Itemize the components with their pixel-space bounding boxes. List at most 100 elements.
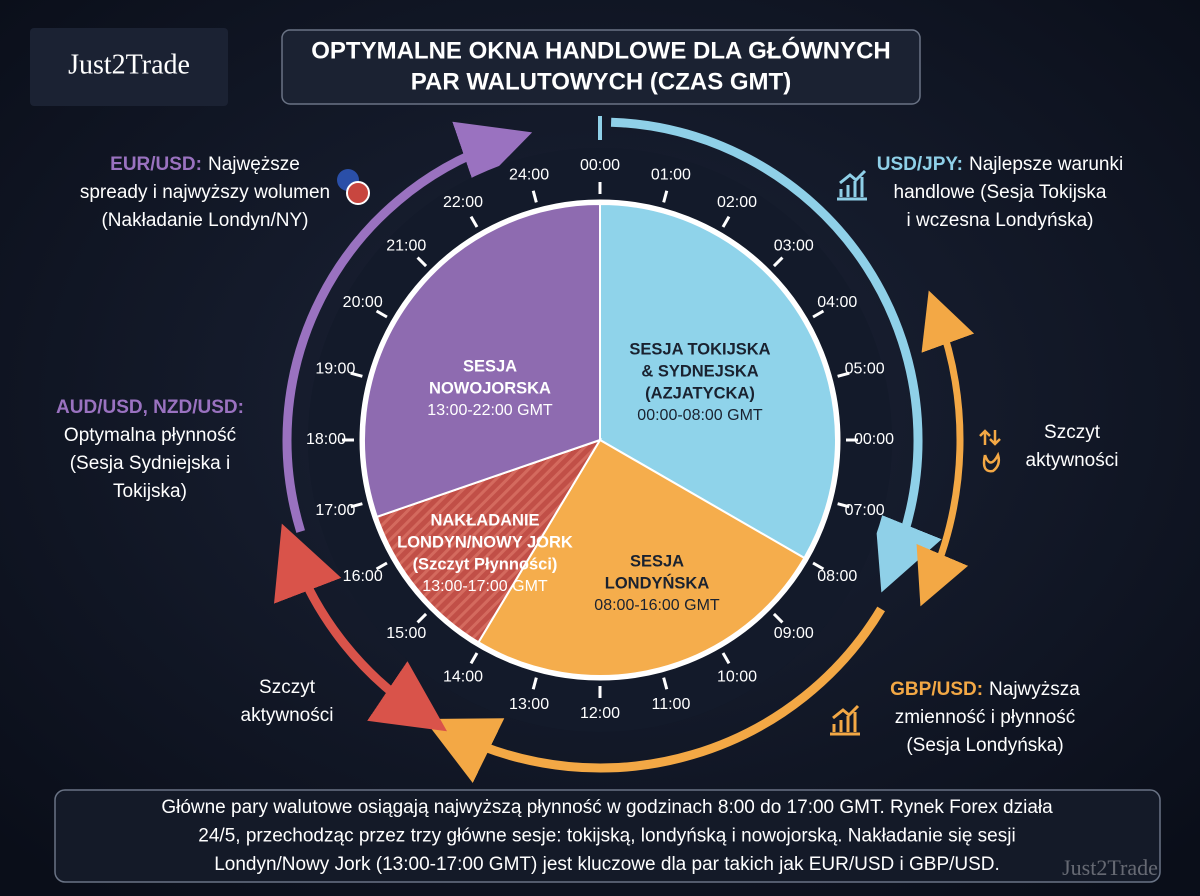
session-title: SESJA TOKIJSKA bbox=[629, 340, 770, 358]
hour-tick bbox=[837, 502, 850, 509]
pair-text: spready i najwyższy wolumen bbox=[80, 182, 330, 203]
footer-text: Londyn/Nowy Jork (13:00-17:00 GMT) jest … bbox=[214, 854, 1000, 875]
session-title: SESJA bbox=[630, 552, 684, 570]
hour-label: 20:00 bbox=[343, 294, 383, 311]
hour-label: 15:00 bbox=[386, 625, 426, 642]
peak-label: Szczyt bbox=[259, 677, 316, 698]
session-title: NOWOJORSKA bbox=[429, 379, 551, 397]
hour-tick bbox=[469, 215, 479, 228]
peak-label: aktywności bbox=[241, 705, 334, 726]
hour-tick bbox=[375, 561, 388, 571]
pair-line: USD/JPY: Najlepsze warunki bbox=[877, 154, 1123, 175]
pair-text: zmienność i płynność bbox=[895, 707, 1076, 728]
title: OPTYMALNE OKNA HANDLOWE DLA GŁÓWNYCH bbox=[311, 36, 891, 64]
hour-tick bbox=[837, 371, 850, 378]
hour-label: 24:00 bbox=[509, 167, 549, 184]
hour-label: 00:00 bbox=[854, 431, 894, 448]
hour-tick bbox=[531, 190, 538, 203]
hour-tick bbox=[812, 561, 825, 571]
pair-text: Tokijska) bbox=[113, 481, 187, 502]
session-title: NAKŁADANIE bbox=[430, 511, 539, 529]
hour-label: 01:00 bbox=[651, 167, 691, 184]
session-title: SESJA bbox=[463, 357, 517, 375]
hour-tick bbox=[721, 652, 731, 665]
pair-name: USD/JPY: bbox=[877, 154, 963, 175]
hour-label: 21:00 bbox=[386, 237, 426, 254]
flag-us bbox=[346, 181, 370, 205]
peak-label: Szczyt bbox=[1044, 422, 1101, 443]
hour-label: 09:00 bbox=[774, 625, 814, 642]
watermark: Just2Trade bbox=[1062, 855, 1158, 880]
session-time: 13:00-17:00 GMT bbox=[422, 578, 548, 595]
pair-text: handlowe (Sesja Tokijska bbox=[894, 182, 1107, 203]
pair-name: AUD/USD, NZD/USD: bbox=[56, 397, 244, 418]
hour-label: 08:00 bbox=[817, 568, 857, 585]
footer-text: Główne pary walutowe osiągają najwyższą … bbox=[161, 797, 1053, 818]
pair-text: (Nakładanie Londyn/NY) bbox=[101, 210, 308, 231]
session-title: LONDYŃSKA bbox=[605, 573, 710, 592]
hour-label: 03:00 bbox=[774, 237, 814, 254]
arc-overlap bbox=[274, 523, 447, 732]
session-title: LONDYN/NOWY JORK bbox=[397, 533, 573, 551]
hour-tick bbox=[531, 677, 538, 690]
session-title: (Szczyt Płynności) bbox=[413, 555, 558, 573]
hour-label: 02:00 bbox=[717, 194, 757, 211]
session-title: (AZJATYCKA) bbox=[645, 384, 755, 402]
hour-tick bbox=[469, 652, 479, 665]
arc-london bbox=[423, 606, 886, 783]
hour-tick bbox=[662, 677, 669, 690]
hour-label: 05:00 bbox=[845, 360, 885, 377]
clock-ring bbox=[359, 199, 841, 681]
hour-tick bbox=[812, 309, 825, 319]
hour-label: 00:00 bbox=[580, 157, 620, 174]
hour-label: 11:00 bbox=[651, 696, 690, 713]
hour-tick bbox=[416, 256, 428, 268]
peak-icon bbox=[979, 429, 1001, 473]
pair-name: EUR/USD: bbox=[110, 154, 202, 175]
hour-tick bbox=[772, 612, 784, 624]
pair-line: GBP/USD: Najwyższa bbox=[890, 679, 1080, 700]
title-box bbox=[281, 29, 921, 105]
pair-name: GBP/USD: bbox=[890, 679, 983, 700]
session-time: 13:00-22:00 GMT bbox=[427, 402, 553, 419]
hour-label: 10:00 bbox=[717, 669, 757, 686]
hour-label: 12:00 bbox=[580, 705, 620, 722]
pair-line: EUR/USD: Najwęższe bbox=[110, 154, 300, 175]
hour-tick bbox=[375, 309, 388, 319]
logo-box bbox=[30, 28, 228, 106]
hour-label: 14:00 bbox=[443, 669, 483, 686]
pair-text: Optymalna płynność bbox=[64, 425, 236, 446]
hour-label: 07:00 bbox=[845, 502, 885, 519]
pair-text: i wczesna Londyńska) bbox=[907, 210, 1094, 231]
hour-tick bbox=[350, 502, 363, 509]
hour-tick bbox=[721, 215, 731, 228]
session-time: 00:00-08:00 GMT bbox=[637, 407, 763, 424]
brand: Just2Trade bbox=[68, 49, 190, 80]
hour-label: 16:00 bbox=[343, 568, 383, 585]
footer-box bbox=[54, 789, 1161, 883]
title: PAR WALUTOWYCH (CZAS GMT) bbox=[411, 68, 791, 95]
hour-label: 17:00 bbox=[315, 502, 355, 519]
arc-asian bbox=[610, 117, 942, 593]
pair-text: Najwęższe bbox=[208, 154, 300, 175]
hour-tick bbox=[772, 256, 784, 268]
hour-label: 04:00 bbox=[817, 294, 857, 311]
arc-newyork bbox=[282, 121, 533, 533]
hour-label: 19:00 bbox=[315, 360, 355, 377]
peak-label: aktywności bbox=[1026, 450, 1119, 471]
footer-text: 24/5, przechodząc przez trzy główne sesj… bbox=[198, 826, 1015, 847]
chart-icon bbox=[830, 704, 860, 736]
arc-peak-right bbox=[916, 290, 975, 607]
pair-text: Najlepsze warunki bbox=[969, 154, 1123, 175]
hour-label: 13:00 bbox=[509, 696, 549, 713]
hour-tick bbox=[416, 612, 428, 624]
hour-tick bbox=[662, 190, 669, 203]
pair-text: (Sesja Londyńska) bbox=[906, 735, 1063, 756]
chart-icon bbox=[837, 169, 867, 201]
pair-text: (Sesja Sydniejska i bbox=[70, 453, 231, 474]
session-time: 08:00-16:00 GMT bbox=[594, 597, 720, 614]
pair-text: Najwyższa bbox=[989, 679, 1080, 700]
hour-label: 18:00 bbox=[306, 431, 346, 448]
session-title: & SYDNEJSKA bbox=[641, 362, 758, 380]
